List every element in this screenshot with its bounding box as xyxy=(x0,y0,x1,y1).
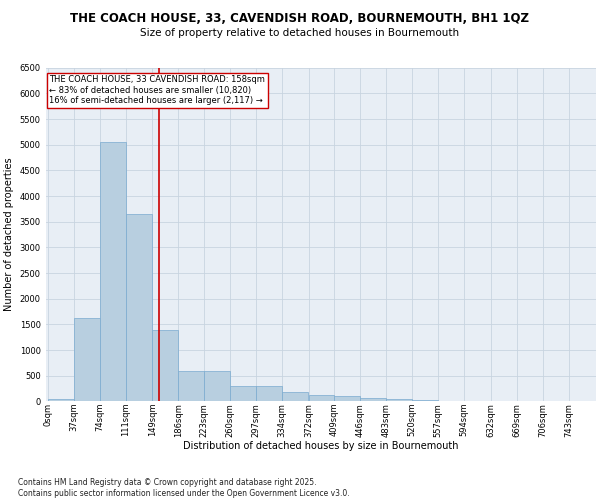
Text: THE COACH HOUSE, 33 CAVENDISH ROAD: 158sqm
← 83% of detached houses are smaller : THE COACH HOUSE, 33 CAVENDISH ROAD: 158s… xyxy=(49,76,265,105)
Y-axis label: Number of detached properties: Number of detached properties xyxy=(4,158,14,312)
Bar xyxy=(386,399,412,402)
Bar xyxy=(178,370,204,402)
Bar xyxy=(438,400,464,402)
Bar xyxy=(152,330,178,402)
Bar xyxy=(412,400,438,402)
Bar xyxy=(361,398,386,402)
Bar xyxy=(48,399,74,402)
Bar xyxy=(256,386,282,402)
Bar xyxy=(282,392,308,402)
Bar xyxy=(308,394,334,402)
Bar xyxy=(334,396,361,402)
Text: Contains HM Land Registry data © Crown copyright and database right 2025.
Contai: Contains HM Land Registry data © Crown c… xyxy=(18,478,350,498)
Bar xyxy=(125,214,152,402)
Text: THE COACH HOUSE, 33, CAVENDISH ROAD, BOURNEMOUTH, BH1 1QZ: THE COACH HOUSE, 33, CAVENDISH ROAD, BOU… xyxy=(71,12,530,26)
Bar xyxy=(230,386,256,402)
Bar xyxy=(204,371,230,402)
Text: Size of property relative to detached houses in Bournemouth: Size of property relative to detached ho… xyxy=(140,28,460,38)
Bar xyxy=(464,401,490,402)
X-axis label: Distribution of detached houses by size in Bournemouth: Distribution of detached houses by size … xyxy=(183,441,458,451)
Bar xyxy=(100,142,125,402)
Bar xyxy=(74,318,100,402)
